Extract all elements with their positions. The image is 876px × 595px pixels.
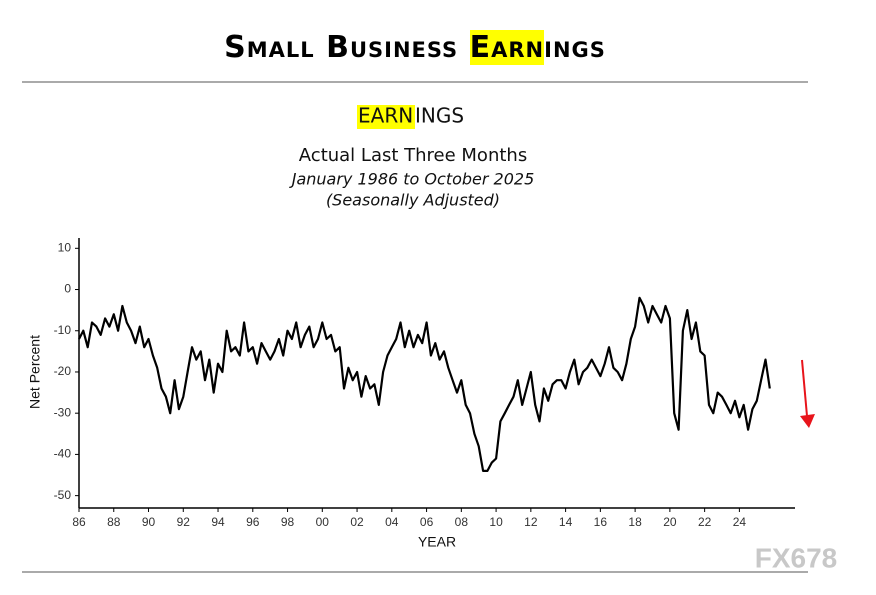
x-tick-label: 12 <box>524 515 538 529</box>
y-tick-label: -20 <box>54 364 72 378</box>
x-tick-label: 86 <box>72 515 86 529</box>
x-tick-label: 08 <box>455 515 469 529</box>
x-tick-label: 16 <box>594 515 608 529</box>
x-tick-label: 90 <box>142 515 156 529</box>
x-tick-label: 20 <box>663 515 677 529</box>
title-part: Small Business <box>224 30 470 65</box>
y-tick-label: 10 <box>58 240 72 254</box>
page-title: Small Business Earnings <box>0 30 830 65</box>
x-tick-label: 06 <box>420 515 434 529</box>
x-tick-label: 04 <box>385 515 399 529</box>
y-tick-label: -40 <box>54 447 72 461</box>
x-tick-label: 24 <box>733 515 747 529</box>
x-axis-label: YEAR <box>418 534 456 550</box>
chart-title-part: INGS <box>415 104 464 128</box>
x-tick-label: 92 <box>177 515 191 529</box>
x-tick-label: 88 <box>107 515 121 529</box>
chart-period: January 1986 to October 2025 <box>289 170 535 189</box>
chart-subtitle: Actual Last Three Months <box>299 145 527 166</box>
title-highlight-box <box>357 105 415 129</box>
y-axis-label: Net Percent <box>27 335 43 409</box>
x-tick-label: 98 <box>281 515 295 529</box>
arrow-head <box>800 414 815 428</box>
x-tick-label: 02 <box>350 515 364 529</box>
x-tick-label: 18 <box>628 515 642 529</box>
chart-title-part: EARN <box>358 104 413 128</box>
chart-note: (Seasonally Adjusted) <box>326 191 500 210</box>
arrow-shaft <box>801 359 808 417</box>
series-line <box>78 296 771 472</box>
y-tick-label: -50 <box>54 488 72 502</box>
y-tick-label: -10 <box>54 323 72 337</box>
y-tick-label: 0 <box>64 282 71 296</box>
x-tick-label: 14 <box>559 515 573 529</box>
x-tick-label: 00 <box>316 515 330 529</box>
y-tick-label: -30 <box>54 405 72 419</box>
x-tick-label: 22 <box>698 515 712 529</box>
title-highlight: Earn <box>469 30 545 65</box>
title-part: ings <box>544 30 606 65</box>
x-tick-label: 96 <box>246 515 260 529</box>
x-tick-label: 94 <box>211 515 225 529</box>
x-tick-label: 10 <box>489 515 503 529</box>
watermark: FX678 <box>755 542 838 573</box>
